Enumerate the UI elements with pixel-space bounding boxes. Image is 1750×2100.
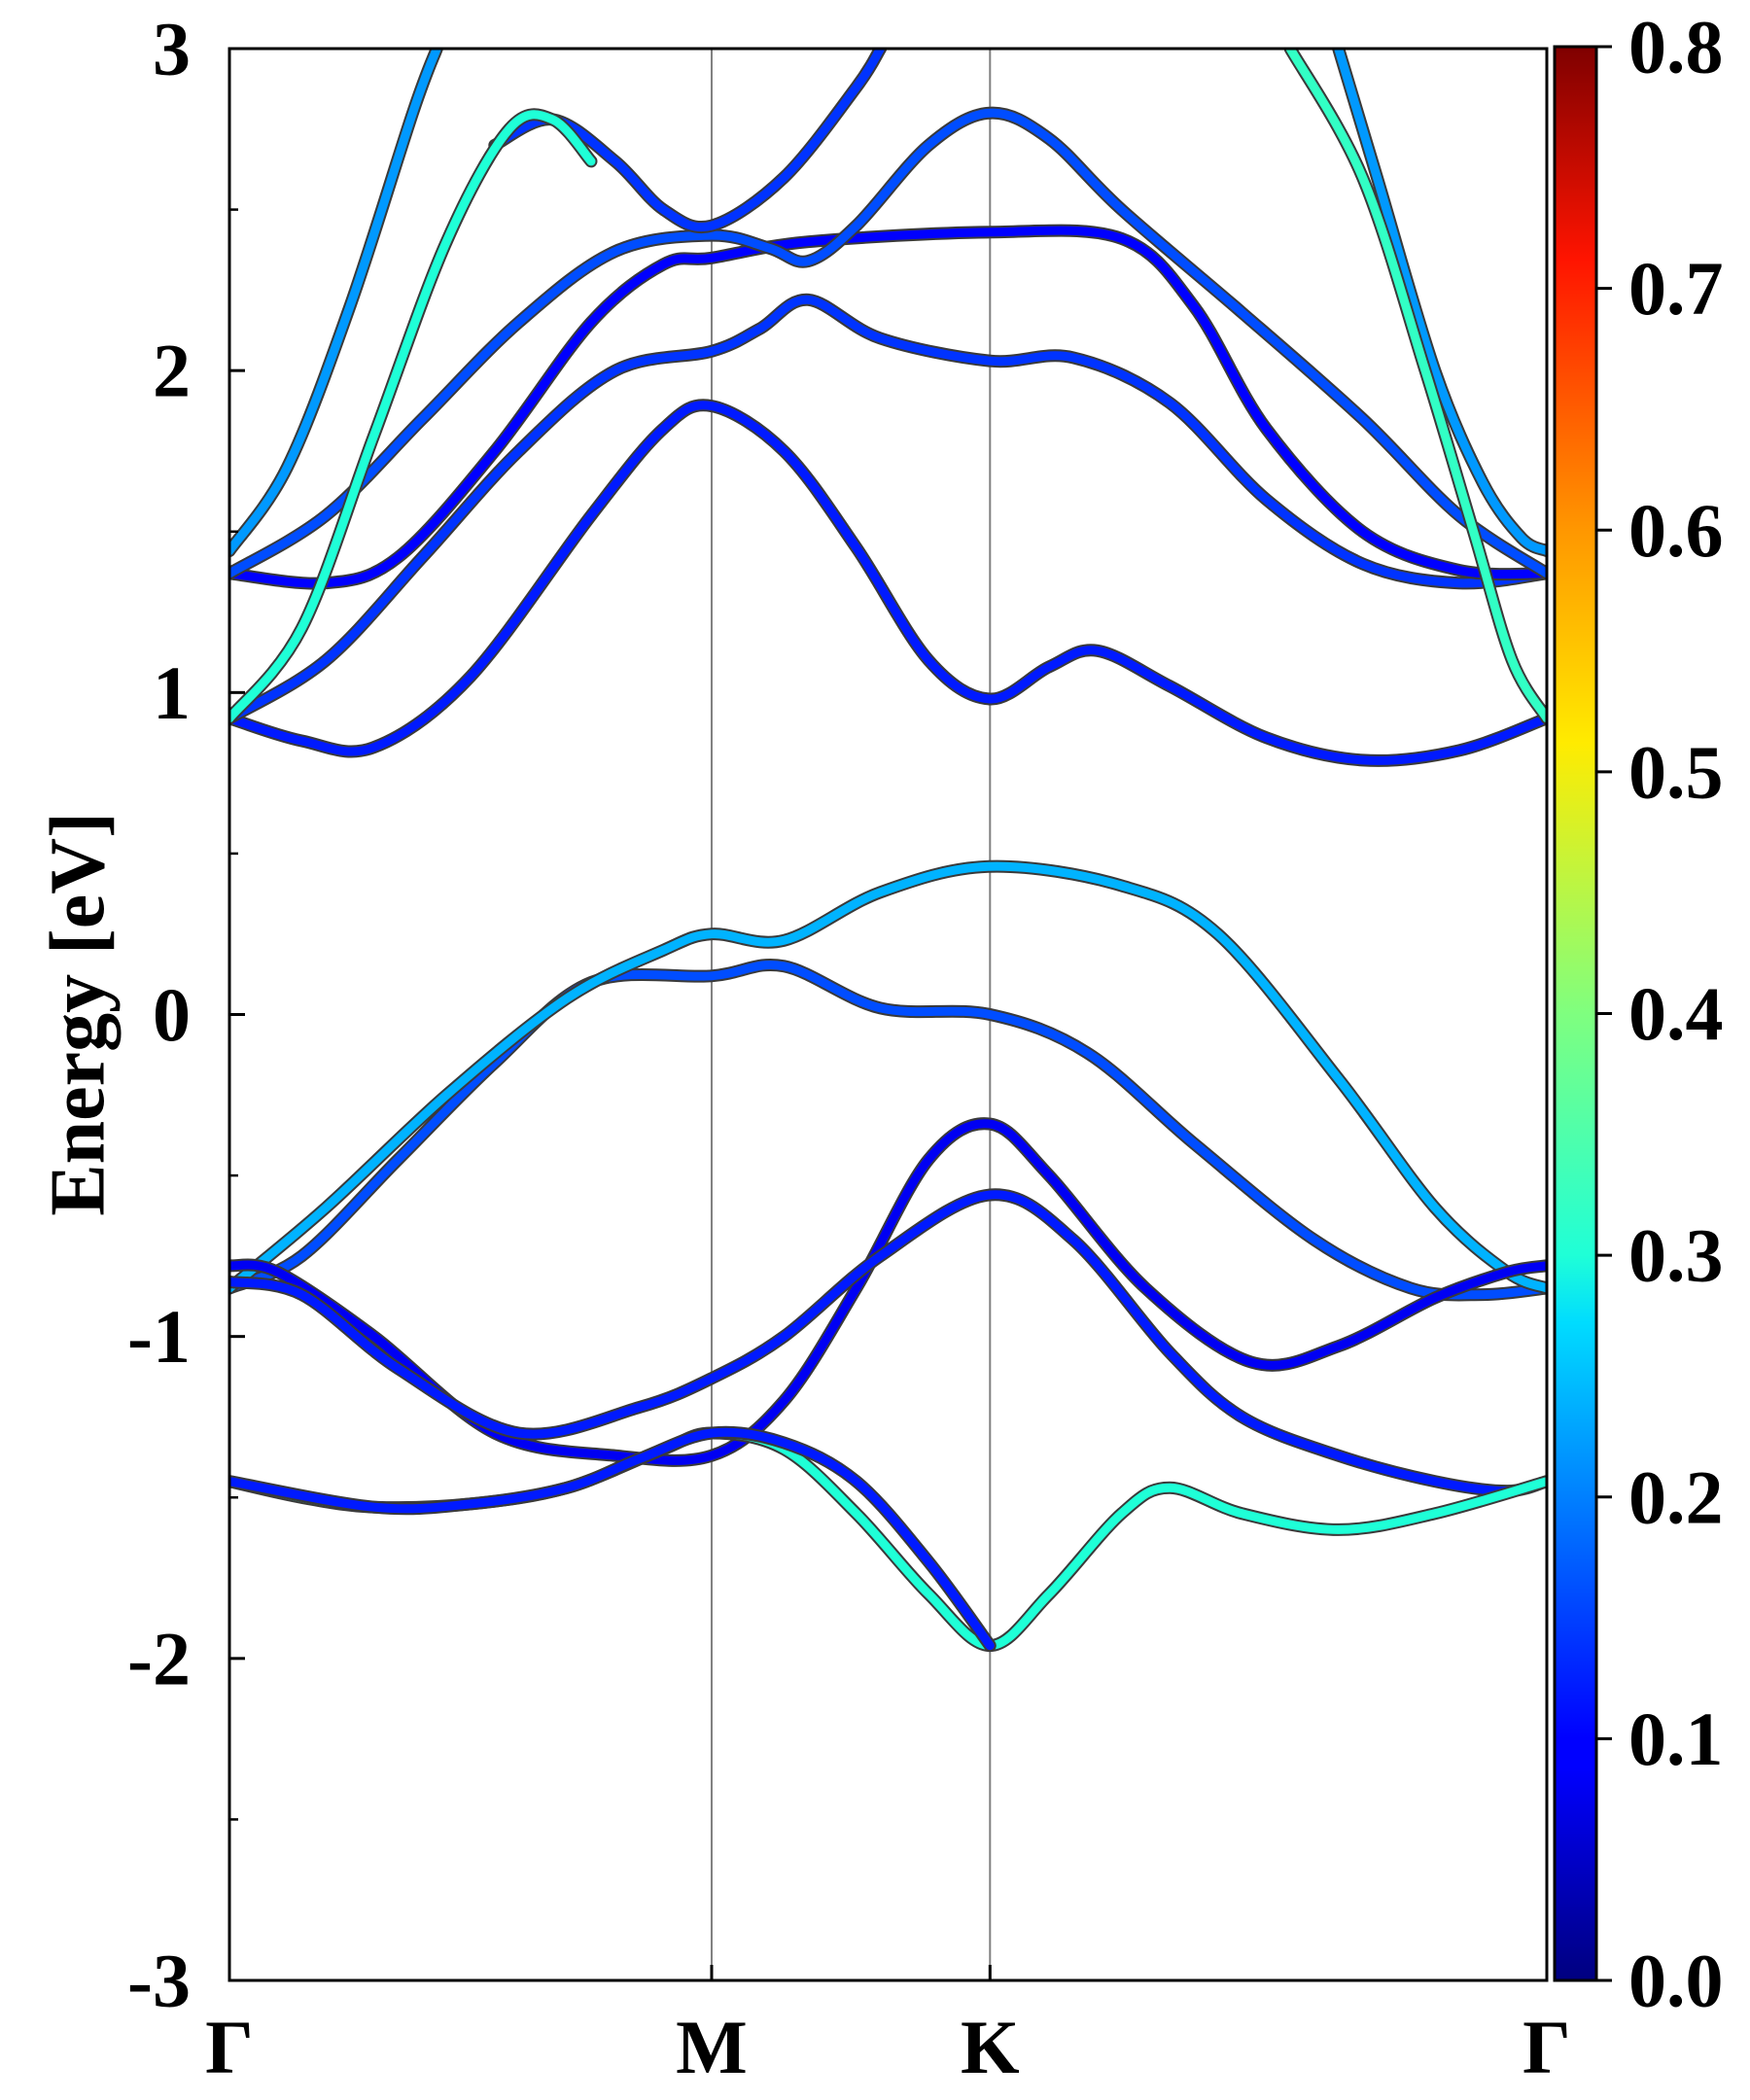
y-tick-label: -2 [127,1616,191,1700]
colorbar-tick-label: 0.2 [1628,1454,1724,1539]
y-axis-title: Energy [eV] [35,812,121,1215]
colorbar-tick-label: 0.8 [1628,5,1724,89]
band-line [229,108,1547,578]
y-tick-label: 0 [153,972,191,1057]
y-tick-label: 1 [153,650,191,735]
band-line [229,1119,1547,1465]
colorbar-tick-label: 0.7 [1628,246,1724,331]
band-line [229,861,1547,1293]
x-tick-label: Γ [205,2005,254,2089]
band-outline [229,399,1547,767]
y-tick-label: 2 [153,329,191,413]
bands [229,49,1547,1653]
y-tick-label: 3 [153,7,191,91]
band-outline [229,1117,1547,1467]
band-line [1334,49,1547,556]
band-line [229,961,1547,1300]
colorbar-tick-label: 0.4 [1628,971,1724,1056]
band-line [229,1190,1547,1496]
colorbar-tick-label: 0.1 [1628,1697,1724,1781]
y-tick-label: -1 [127,1294,191,1379]
colorbar-ticks: 0.0 0.1 0.2 0.3 0.4 0.5 0.6 0.7 0.8 [1596,5,1724,2023]
colorbar-tick-label: 0.3 [1628,1213,1724,1298]
plot-area: -3 -2 -1 0 1 2 3 Γ M K Γ [127,7,1571,2090]
band-outline [229,293,1547,725]
y-ticks: -3 -2 -1 0 1 2 3 [127,7,245,2023]
band-line [229,110,596,723]
colorbar-tick-label: 0.5 [1628,729,1724,814]
band-line [229,401,1547,765]
band-outline [229,108,598,725]
band-line [229,295,1547,723]
band-line [229,49,441,556]
x-tick-label: K [961,2005,1020,2089]
colorbar: 0.0 0.1 0.2 0.3 0.4 0.5 0.6 0.7 0.8 [1553,5,1724,2023]
x-tick-label: Γ [1522,2005,1571,2089]
y-tick-label: -3 [127,1939,191,2023]
colorbar-tick-label: 0.0 [1628,1939,1724,2023]
x-tick-label: M [676,2005,748,2089]
band-line [1285,49,1547,723]
band-outline [1332,49,1547,558]
band-line [490,49,886,231]
colorbar-gradient [1553,45,1598,1982]
band-line [229,1427,995,1651]
colorbar-tick-label: 0.6 [1628,488,1724,573]
